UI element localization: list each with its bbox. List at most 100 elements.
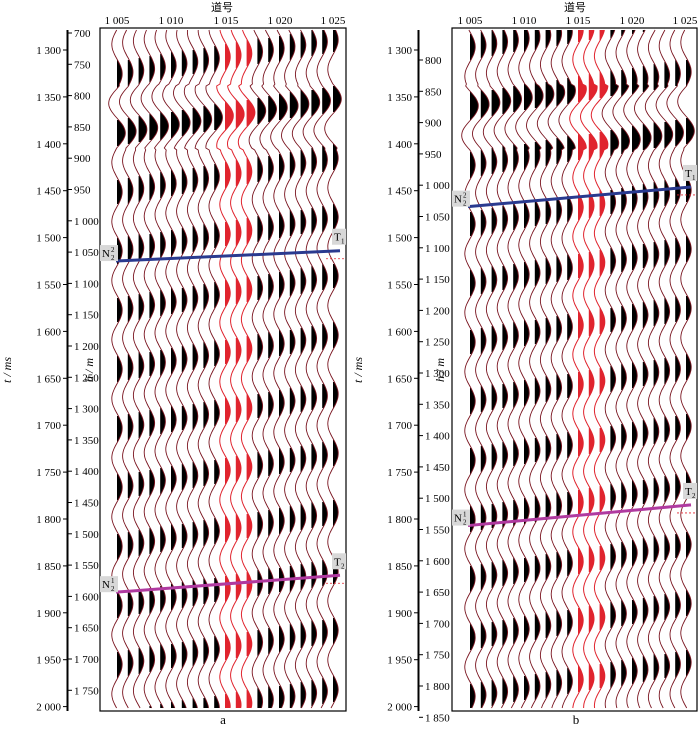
h-tick-label: 1 000 [74, 216, 99, 228]
trace-wiggle [536, 29, 555, 709]
trace-fill [502, 30, 511, 704]
trace-fill [578, 30, 587, 692]
trace-fill [214, 46, 223, 708]
horizon-left-tag-bg [100, 245, 118, 262]
horizon-line [115, 573, 341, 594]
trace-fill [117, 60, 126, 678]
trace-wiggle [324, 29, 342, 709]
h-tick-label: 1 200 [425, 305, 450, 317]
horizon-left-tag-sup: 2 [111, 246, 115, 254]
h-tick-label: 1 650 [74, 623, 99, 635]
t-tick-label: 1 550 [36, 280, 61, 292]
h-tick-label: 1 600 [425, 556, 450, 568]
trace-wiggle [558, 29, 576, 709]
trace-wiggle [666, 29, 684, 709]
trace-wiggle [623, 29, 641, 709]
t-tick-label: 1 700 [36, 420, 61, 432]
t-tick-label: 1 850 [387, 561, 412, 573]
trace-wiggle [226, 29, 245, 709]
trace-fill [675, 60, 684, 678]
horizon-right-tag-sub: 2 [341, 562, 345, 570]
t-tick-label: 1 900 [36, 608, 61, 620]
t-tick-label: 1 300 [387, 45, 412, 57]
horizon-left-tag-sub: 2 [463, 200, 467, 208]
h-tick-label: 950 [74, 185, 91, 197]
horizon-line [467, 503, 692, 528]
h-tick-label: 900 [74, 153, 91, 165]
horizon-left-tag: N [454, 194, 462, 206]
h-tick-label: 1 750 [74, 685, 99, 697]
t-tick-label: 1 400 [36, 139, 61, 151]
panel-b-horizons: N 22T 1N 12T 2 [452, 164, 697, 528]
t-tick-label: 1 600 [387, 326, 412, 338]
panel-a-trace-tick: 1 020 [268, 15, 293, 27]
h-tick-label: 1 100 [425, 243, 450, 255]
trace-fill [333, 30, 342, 702]
horizon-line [115, 249, 341, 263]
h-tick-label: 1 250 [74, 372, 99, 384]
trace-wiggle [547, 29, 566, 709]
trace-wiggle [526, 29, 544, 709]
trace-fill [470, 34, 479, 708]
t-tick-label: 1 600 [36, 326, 61, 338]
h-tick-label: 1 600 [74, 591, 99, 603]
t-tick-label: 2 000 [387, 702, 412, 714]
trace-fill [524, 30, 533, 700]
trace-fill [311, 30, 320, 706]
t-tick-label: 1 450 [387, 186, 412, 198]
trace-fill [480, 32, 490, 708]
h-tick-label: 1 550 [74, 560, 99, 572]
trace-wiggle [313, 29, 331, 709]
panel-b: 道号 1 005 1 010 1 015 1 020 1 025 t / ms … [351, 0, 698, 727]
h-tick-label: 1 450 [425, 462, 450, 474]
h-tick-label: 1 750 [425, 650, 450, 662]
h-tick-label: 1 500 [425, 493, 450, 505]
trace-fill [160, 54, 169, 708]
horizon-right-tag-bg [332, 228, 346, 245]
panel-a: 道号 1 005 1 010 1 015 1 020 1 025 t / ms … [0, 0, 347, 727]
panel-b-trace-tick: 1 015 [566, 15, 591, 27]
h-tick-label: 1 400 [425, 431, 450, 443]
t-tick-label: 1 750 [387, 467, 412, 479]
horizon-right-tag-sub: 2 [692, 492, 696, 500]
h-tick-label: 1 250 [425, 337, 450, 349]
horizon-right-tag: T [685, 486, 692, 498]
h-tick-label: 850 [425, 86, 442, 98]
horizon-left-tag-sup: 1 [111, 577, 115, 585]
horizon-left-tag: N [102, 248, 110, 260]
trace-fill [289, 34, 299, 708]
t-tick-label: 1 350 [387, 92, 412, 104]
h-tick-label: 1 300 [425, 368, 450, 380]
trace-fill [203, 48, 212, 708]
horizon-line [467, 185, 692, 209]
t-tick-label: 1 400 [387, 139, 412, 151]
panel-b-h-axis-title: h / m [433, 358, 447, 382]
trace-fill [322, 30, 331, 704]
panel-b-trace-tick: 1 025 [673, 15, 698, 27]
h-tick-label: 1 350 [425, 399, 450, 411]
horizon-left-tag-sub: 2 [463, 519, 467, 527]
horizon-left-tag: N [102, 579, 110, 591]
t-tick-label: 1 950 [36, 655, 61, 667]
horizon-left-tag-bg [452, 509, 470, 526]
horizon-left-tag-sup: 1 [463, 511, 467, 519]
h-tick-label: 800 [425, 55, 442, 67]
horizon-left-tag-sub: 2 [111, 254, 115, 262]
trace-fill [192, 50, 201, 708]
h-tick-label: 850 [74, 122, 91, 134]
horizon-left-tag-bg [452, 190, 470, 207]
trace-fill [610, 30, 619, 688]
trace-wiggle [291, 29, 310, 709]
trace-fill [588, 30, 598, 690]
trace-wiggle [482, 29, 501, 709]
h-tick-label: 1 300 [74, 404, 99, 416]
horizon-right-tag: T [334, 556, 341, 568]
trace-wiggle [108, 29, 126, 709]
trace-fill [181, 50, 191, 708]
h-tick-label: 900 [425, 118, 442, 130]
trace-fill [534, 30, 544, 700]
trace-wiggle [248, 29, 267, 709]
h-tick-label: 1 050 [425, 212, 450, 224]
h-tick-label: 950 [425, 149, 442, 161]
trace-fill [556, 30, 565, 696]
